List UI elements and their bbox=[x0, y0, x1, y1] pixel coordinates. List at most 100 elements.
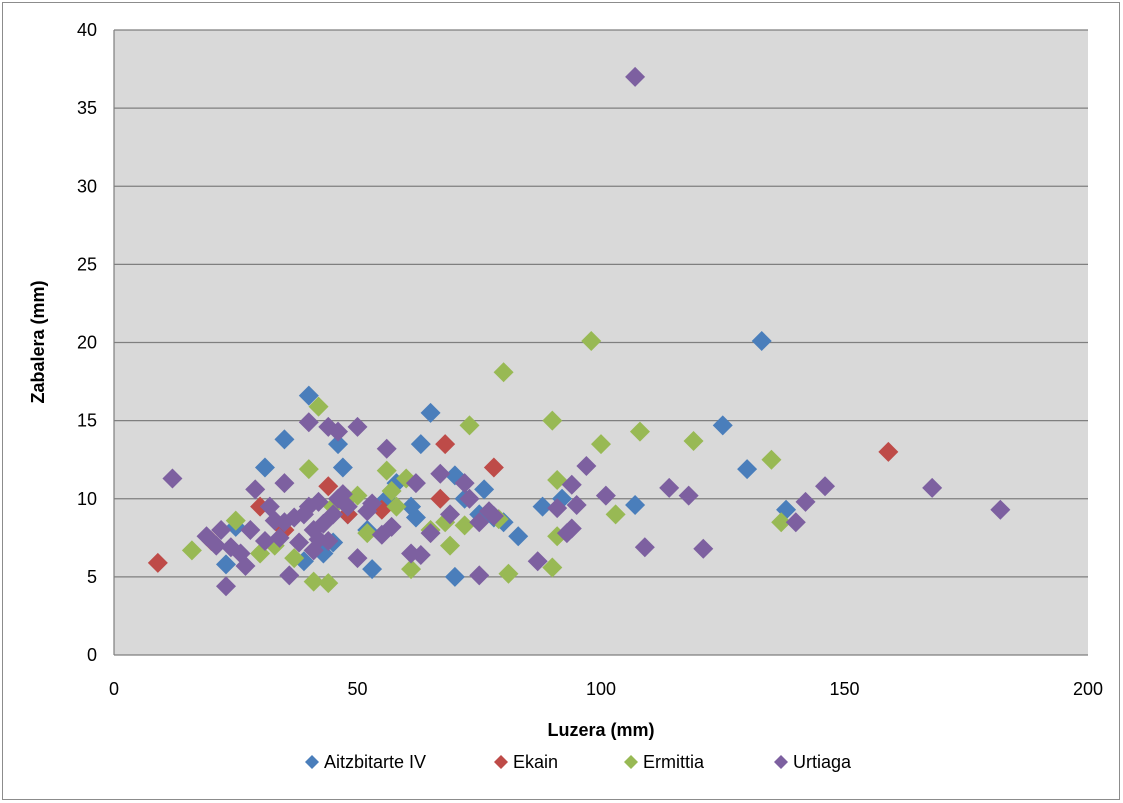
data-point bbox=[990, 499, 1011, 520]
x-tick-label: 100 bbox=[586, 679, 616, 699]
data-point bbox=[328, 434, 349, 455]
data-point bbox=[254, 457, 275, 478]
data-point bbox=[508, 526, 529, 547]
y-tick-label: 25 bbox=[77, 254, 97, 274]
data-point bbox=[284, 548, 305, 569]
data-point bbox=[206, 535, 227, 556]
data-point bbox=[566, 495, 587, 515]
data-point bbox=[303, 571, 324, 592]
data-point bbox=[337, 496, 358, 517]
data-point bbox=[605, 504, 626, 525]
data-point bbox=[459, 488, 480, 509]
data-point bbox=[678, 485, 699, 506]
legend-marker bbox=[305, 755, 319, 769]
legend-marker bbox=[624, 755, 638, 769]
x-tick-label: 0 bbox=[109, 679, 119, 699]
data-point bbox=[401, 559, 422, 580]
data-point bbox=[542, 410, 563, 431]
y-tick-label: 0 bbox=[87, 645, 97, 665]
data-point bbox=[332, 457, 353, 478]
data-point bbox=[430, 463, 451, 484]
data-point bbox=[561, 518, 582, 539]
data-point bbox=[547, 498, 568, 519]
x-axis-title: Luzera (mm) bbox=[547, 720, 654, 740]
data-point bbox=[771, 512, 792, 533]
data-point bbox=[347, 485, 368, 506]
data-point bbox=[410, 545, 431, 565]
data-point bbox=[532, 496, 553, 517]
data-point bbox=[405, 507, 426, 528]
data-points bbox=[147, 66, 1011, 597]
data-point bbox=[347, 416, 368, 437]
data-point bbox=[308, 396, 329, 417]
data-point bbox=[216, 554, 237, 575]
data-point bbox=[211, 520, 232, 540]
legend: Aitzbitarte IV Ekain Ermittia Urtiaga bbox=[305, 752, 852, 772]
data-point bbox=[420, 523, 441, 544]
data-point bbox=[815, 476, 836, 497]
data-point bbox=[576, 455, 597, 476]
data-point bbox=[659, 477, 680, 498]
x-tick-label: 200 bbox=[1073, 679, 1103, 699]
data-point bbox=[751, 330, 772, 351]
data-point bbox=[634, 537, 655, 558]
data-point bbox=[435, 434, 456, 455]
data-point bbox=[318, 530, 339, 551]
data-point bbox=[347, 548, 368, 569]
data-point bbox=[381, 480, 402, 501]
data-point bbox=[245, 479, 266, 500]
data-point bbox=[795, 491, 816, 512]
data-point bbox=[298, 459, 319, 480]
data-point bbox=[629, 421, 650, 442]
data-point bbox=[542, 557, 563, 578]
data-point bbox=[493, 362, 514, 383]
data-point bbox=[289, 532, 310, 553]
data-point bbox=[498, 563, 519, 584]
legend-entry: Urtiaga bbox=[793, 752, 852, 772]
legend-entry: Ekain bbox=[513, 752, 558, 772]
data-point bbox=[318, 476, 339, 497]
data-point bbox=[308, 491, 329, 512]
legend-entry: Aitzbitarte IV bbox=[324, 752, 426, 772]
data-point bbox=[444, 566, 465, 587]
x-tick-label: 50 bbox=[347, 679, 367, 699]
data-point bbox=[328, 421, 349, 442]
data-point bbox=[785, 512, 806, 533]
data-point bbox=[454, 473, 475, 494]
data-point bbox=[274, 429, 295, 450]
y-tick-label: 5 bbox=[87, 567, 97, 587]
data-point bbox=[561, 474, 582, 495]
data-point bbox=[235, 555, 256, 576]
data-point bbox=[298, 412, 319, 433]
data-point bbox=[162, 468, 183, 489]
data-point bbox=[376, 438, 397, 459]
y-tick-label: 10 bbox=[77, 489, 97, 509]
data-point bbox=[581, 330, 602, 351]
y-tick-label: 20 bbox=[77, 333, 97, 353]
data-point bbox=[683, 430, 704, 451]
data-point bbox=[483, 505, 504, 526]
data-point bbox=[279, 565, 300, 586]
data-point bbox=[625, 66, 646, 87]
data-point bbox=[595, 485, 616, 506]
data-point bbox=[240, 520, 261, 540]
data-point bbox=[298, 385, 319, 406]
y-tick-labels: 0 5 10 15 20 25 30 35 40 bbox=[77, 20, 97, 665]
data-point bbox=[357, 523, 378, 544]
data-point bbox=[181, 540, 202, 561]
data-point bbox=[147, 552, 168, 573]
data-point bbox=[323, 504, 344, 525]
data-point bbox=[625, 495, 646, 515]
data-point bbox=[269, 527, 290, 548]
data-point bbox=[405, 473, 426, 494]
y-tick-label: 15 bbox=[77, 411, 97, 431]
data-point bbox=[274, 473, 295, 494]
x-tick-labels: 0 50 100 150 200 bbox=[109, 679, 1103, 699]
data-point bbox=[420, 402, 441, 423]
data-point bbox=[459, 415, 480, 436]
data-point bbox=[381, 516, 402, 537]
data-point bbox=[440, 504, 461, 525]
data-point bbox=[386, 496, 407, 517]
data-point bbox=[469, 512, 490, 533]
